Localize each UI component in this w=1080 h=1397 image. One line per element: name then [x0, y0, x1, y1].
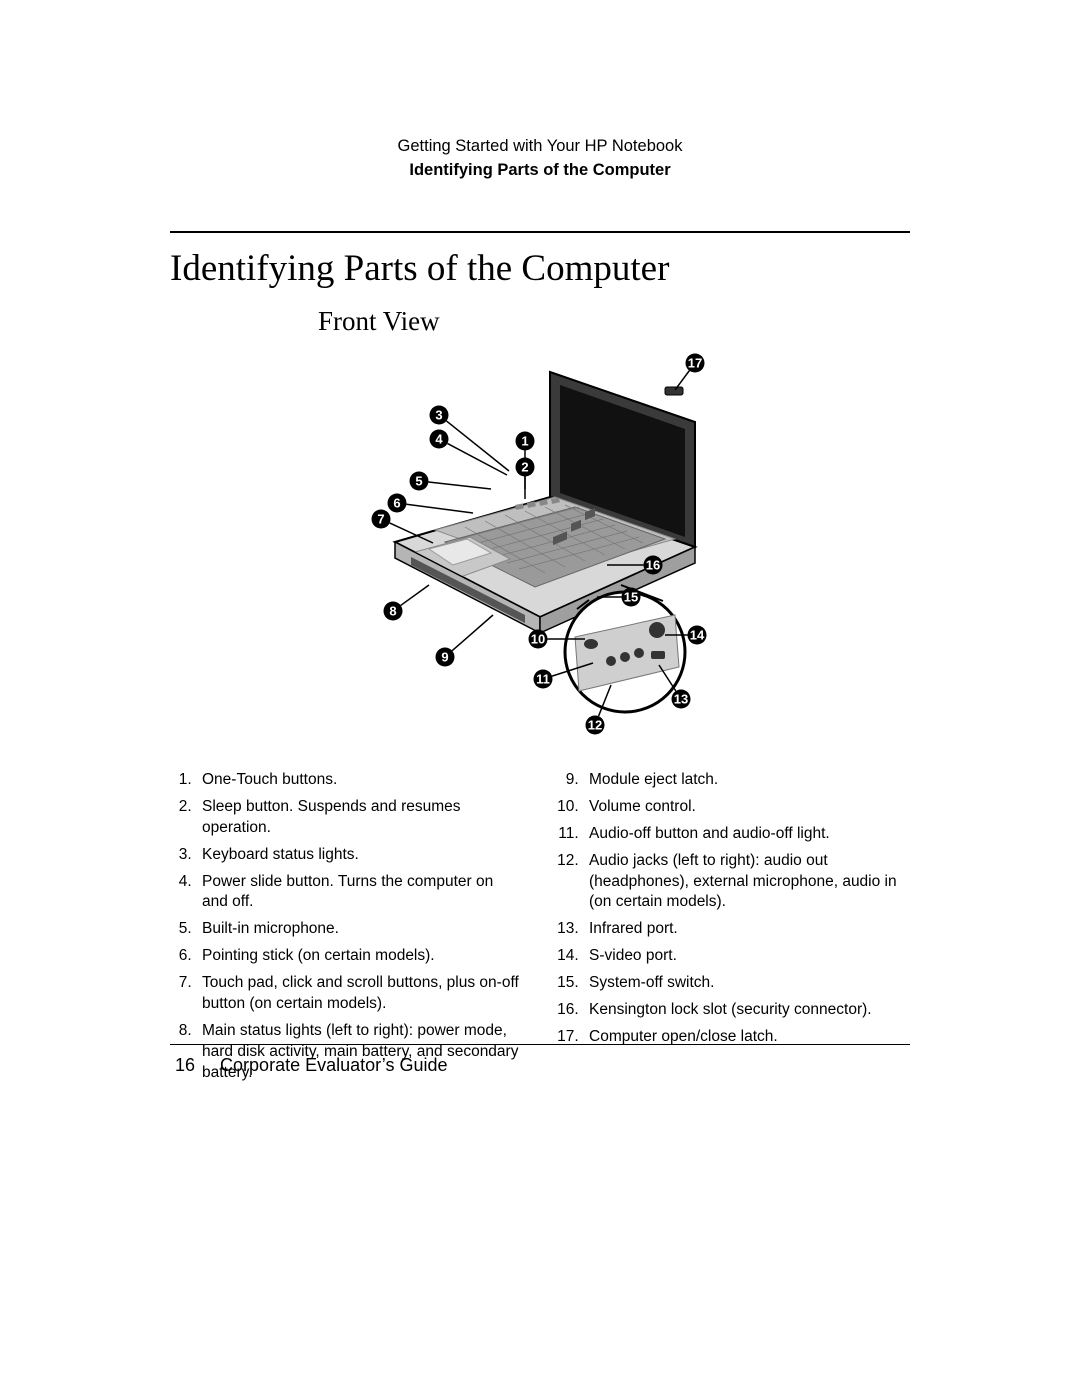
- callout-leader: [452, 615, 493, 651]
- subsection-title: Front View: [170, 306, 910, 337]
- running-head-line1: Getting Started with Your HP Notebook: [170, 135, 910, 159]
- legend-item: Volume control.: [583, 797, 910, 818]
- running-head: Getting Started with Your HP Notebook Id…: [170, 135, 910, 183]
- legend-item: Kensington lock slot (security connector…: [583, 1000, 910, 1021]
- callout-number: 4: [435, 431, 443, 446]
- callout-number: 13: [674, 691, 688, 706]
- callout-number: 3: [435, 407, 442, 422]
- callout-number: 2: [521, 459, 528, 474]
- callout-leader: [428, 482, 491, 489]
- footer-label: Corporate Evaluator’s Guide: [220, 1055, 447, 1075]
- callout-number: 17: [688, 355, 702, 370]
- callout-number: 9: [441, 649, 448, 664]
- legend-item: S-video port.: [583, 946, 910, 967]
- callout-number: 6: [393, 495, 400, 510]
- legend: One-Touch buttons. Sleep button. Suspends…: [170, 770, 910, 1090]
- laptop-diagram: 1734125678910111213141516: [330, 347, 750, 742]
- legend-item: Sleep button. Suspends and resumes opera…: [196, 797, 523, 839]
- figure: 1734125678910111213141516: [170, 347, 910, 742]
- legend-item: Audio-off button and audio-off light.: [583, 824, 910, 845]
- legend-item: System-off switch.: [583, 973, 910, 994]
- legend-item: Power slide button. Turns the computer o…: [196, 872, 523, 914]
- callout-number: 1: [521, 433, 528, 448]
- legend-right: Module eject latch. Volume control. Audio-…: [557, 770, 910, 1090]
- rule-bottom: [170, 1044, 910, 1045]
- page-number: 16: [175, 1055, 195, 1075]
- callout-number: 15: [624, 589, 638, 604]
- callout-number: 12: [588, 717, 602, 732]
- legend-item: Audio jacks (left to right): audio out (…: [583, 851, 910, 914]
- callout-number: 7: [377, 511, 384, 526]
- legend-item: Keyboard status lights.: [196, 845, 523, 866]
- callout-leader: [406, 504, 473, 513]
- legend-item: Pointing stick (on certain models).: [196, 946, 523, 967]
- callout-leader: [446, 421, 509, 471]
- callout-number: 16: [646, 557, 660, 572]
- footer-line: 16 Corporate Evaluator’s Guide: [170, 1055, 910, 1076]
- section-title: Identifying Parts of the Computer: [170, 247, 910, 290]
- legend-item: One-Touch buttons.: [196, 770, 523, 791]
- page-content: Getting Started with Your HP Notebook Id…: [170, 135, 910, 1090]
- legend-item: Touch pad, click and scroll buttons, plu…: [196, 973, 523, 1015]
- rule-top: [170, 231, 910, 233]
- callout-number: 14: [690, 627, 705, 642]
- legend-item: Infrared port.: [583, 919, 910, 940]
- callout-number: 8: [389, 603, 396, 618]
- callout-number: 10: [531, 631, 545, 646]
- footer: 16 Corporate Evaluator’s Guide: [170, 1044, 910, 1076]
- running-head-line2: Identifying Parts of the Computer: [170, 159, 910, 183]
- callout-number: 5: [415, 473, 422, 488]
- callout-leader: [447, 443, 507, 475]
- callout-number: 11: [536, 671, 550, 686]
- legend-item: Module eject latch.: [583, 770, 910, 791]
- legend-left: One-Touch buttons. Sleep button. Suspends…: [170, 770, 523, 1090]
- callout-leader: [401, 585, 429, 605]
- legend-item: Built-in microphone.: [196, 919, 523, 940]
